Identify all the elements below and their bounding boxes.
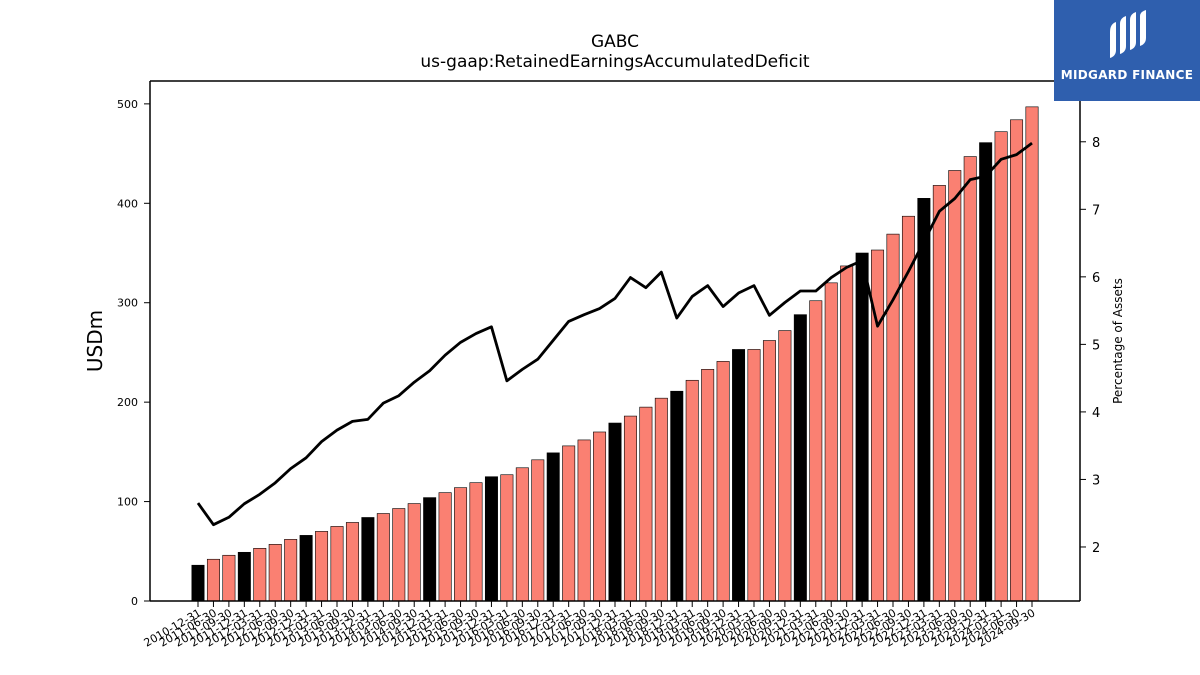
midgard-logo-icon [1110,10,1146,58]
bar [793,314,807,602]
y-tick-label: 500 [117,98,138,111]
bar [237,551,251,602]
bar [654,397,668,602]
bar [824,282,838,602]
y-axis-label: USDm [83,310,107,372]
bar [361,517,375,602]
y-tick-label: 0 [131,595,138,608]
bar [577,439,591,602]
y2-axis-label: Percentage of Assets [1111,278,1125,404]
axis-labels: 010020030040050023456782010-12-312011-06… [83,98,1125,650]
bar [531,459,545,602]
axes [144,80,1086,607]
bar [948,170,962,602]
bar [778,330,792,602]
line-series-path [196,142,1033,527]
bar [623,415,637,602]
bar [979,142,993,602]
bar [407,503,421,602]
bar [701,369,715,602]
bar [423,497,437,602]
y-tick-label: 200 [117,396,138,409]
y-tick-label: 100 [117,496,138,509]
bar [685,379,699,602]
bar [438,492,452,602]
bar [315,531,329,602]
y2-tick-label: 5 [1092,338,1100,353]
bar [376,513,390,602]
bar [994,131,1008,602]
y-tick-label: 300 [117,297,138,310]
bar [515,467,529,602]
y2-tick-label: 7 [1092,203,1100,218]
bar [253,547,267,602]
line-series [196,142,1033,527]
bar [593,431,607,602]
bar [345,522,359,602]
bar [222,554,236,602]
bar [762,340,776,602]
y2-tick-label: 2 [1092,541,1100,556]
bar [546,452,560,602]
midgard-finance-logo: MIDGARD FINANCE [1054,0,1200,101]
bar [932,185,946,602]
bar [206,558,220,602]
y2-tick-label: 4 [1092,406,1100,421]
y2-tick-label: 3 [1092,473,1100,488]
bar [284,539,298,602]
bar [330,526,344,602]
y2-tick-label: 8 [1092,136,1100,151]
bar [562,445,576,602]
bar [855,252,869,602]
bar [469,482,483,602]
bar [963,156,977,602]
bar [840,265,854,602]
bar [608,422,622,602]
bar [917,198,931,602]
y2-tick-label: 6 [1092,271,1100,286]
bar [484,476,498,602]
bar [299,535,313,602]
bar [191,564,205,602]
bar [732,349,746,602]
bar [500,474,514,602]
chart-title: GABC [590,32,640,52]
bar [392,508,406,602]
bar [1025,106,1039,602]
bar [716,361,730,602]
bar [1010,119,1024,602]
logo-text: MIDGARD FINANCE [1060,68,1194,82]
bar [454,487,468,602]
bar [809,300,823,602]
y-tick-label: 400 [117,197,138,210]
bar [670,390,684,602]
bar [639,406,653,602]
bar [747,349,761,602]
bar-series [191,106,1039,602]
chart-subtitle: us-gaap:RetainedEarningsAccumulatedDefic… [420,52,810,72]
bar [268,544,282,602]
